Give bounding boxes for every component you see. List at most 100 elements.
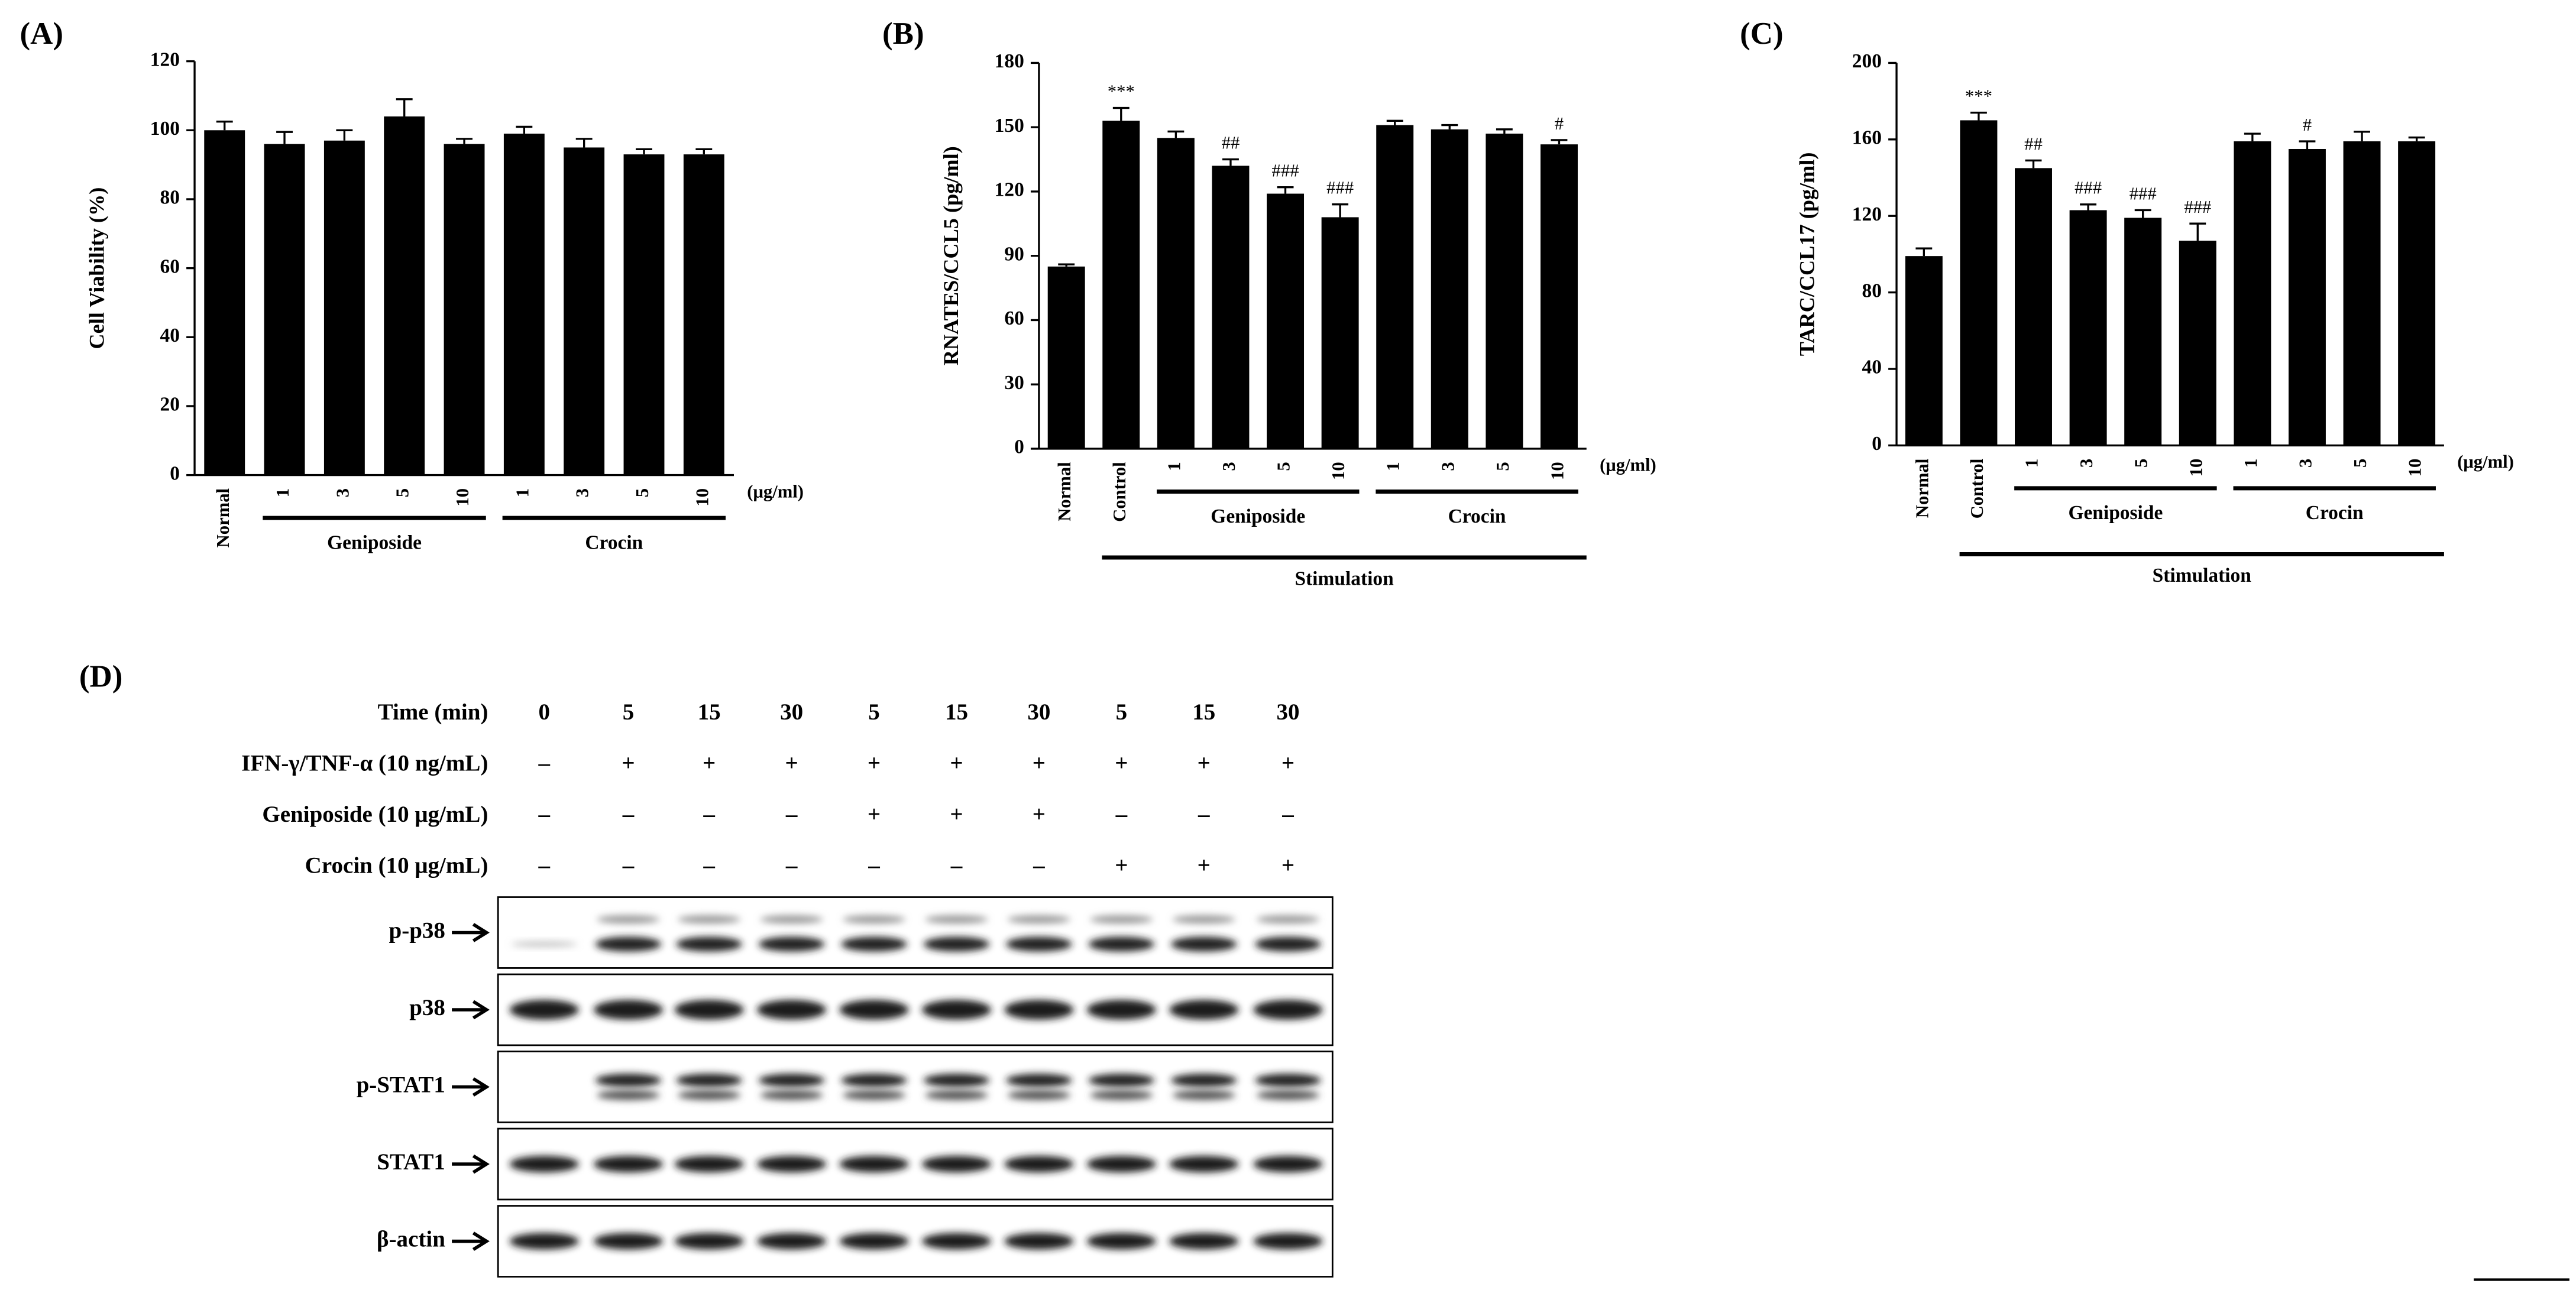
blot-band (921, 1156, 992, 1172)
y-axis-label: Cell Viability (%) (85, 187, 109, 349)
error-bar (2354, 131, 2370, 142)
blot-band (757, 1156, 827, 1172)
condition-label: IFN-γ/TNF-α (10 ng/mL) (241, 750, 488, 776)
y-tick-label: 60 (160, 255, 180, 277)
blot-band (1004, 1000, 1074, 1020)
condition-value: 15 (945, 699, 968, 725)
bar (1431, 129, 1468, 449)
condition-value: – (622, 853, 635, 878)
bar (264, 144, 305, 475)
y-tick-label: 30 (1004, 372, 1024, 394)
blot-band (595, 936, 662, 952)
blot-band (758, 936, 825, 952)
x-tick-label: 5 (2350, 459, 2370, 468)
bar (2015, 168, 2052, 446)
error-bar (456, 138, 473, 144)
y-tick-label: 150 (995, 115, 1024, 137)
group-label: Geniposide (2068, 502, 2163, 524)
condition-value: 5 (868, 699, 880, 725)
blot-band (1004, 1156, 1074, 1172)
bar (623, 154, 665, 475)
condition-value: – (1198, 802, 1210, 827)
significance-marker: ## (2024, 134, 2043, 154)
condition-value: – (1281, 802, 1294, 827)
condition-value: 30 (1276, 699, 1299, 725)
significance-marker: *** (1965, 86, 1992, 106)
x-tick-label: 1 (1383, 462, 1403, 471)
bar (2124, 218, 2162, 446)
bar (2288, 148, 2326, 446)
blot-frame (497, 1051, 1334, 1123)
x-tick-label: 3 (1219, 462, 1239, 471)
blot-band (1004, 1233, 1074, 1250)
x-tick-label: 5 (632, 488, 652, 497)
condition-value: + (622, 750, 635, 776)
y-tick-label: 80 (1862, 280, 1881, 302)
x-unit-label: (μg/ml) (747, 481, 804, 501)
error-bar (1441, 124, 1458, 129)
y-axis-label: RNATES/CCL5 (pg/ml) (939, 146, 963, 365)
y-tick-label: 160 (1852, 127, 1882, 148)
blot-band (1253, 1156, 1323, 1172)
x-tick-label: 1 (512, 488, 532, 497)
blot-band (757, 1000, 827, 1020)
band-arrow (452, 1231, 490, 1251)
condition-value: + (1281, 853, 1295, 878)
error-bar (1970, 111, 1987, 121)
blot-band (921, 1000, 992, 1020)
bar (1267, 193, 1305, 449)
y-axis-label: TARC/CCL17 (pg/ml) (1795, 153, 1819, 356)
group-label: Geniposide (327, 531, 422, 553)
bar (2069, 210, 2107, 446)
blot-band (511, 941, 578, 947)
bar (2343, 141, 2381, 446)
error-bar (575, 138, 593, 148)
y-tick-label: 40 (160, 325, 180, 346)
condition-value: + (703, 750, 716, 776)
blot-band (839, 1156, 909, 1172)
blot-band (841, 936, 907, 952)
y-tick-label: 0 (170, 462, 180, 484)
blot-band (674, 1156, 744, 1172)
blot-band (1253, 1233, 1323, 1250)
blot-band (1088, 936, 1155, 952)
bar (503, 134, 545, 475)
blot-band (1169, 1156, 1239, 1172)
blot-band (1255, 936, 1321, 952)
x-tick-label: 3 (572, 488, 593, 497)
bar (384, 116, 425, 475)
condition-value: + (868, 802, 881, 827)
x-tick-label: 10 (2405, 459, 2425, 477)
blot-band (1086, 1156, 1156, 1172)
blot-band (923, 1074, 990, 1087)
bracket-label: Stimulation (1295, 568, 1394, 590)
bracket-label: Stimulation (2153, 565, 2252, 586)
error-bar (2080, 203, 2097, 210)
blot-band (839, 1000, 909, 1020)
condition-value: + (1198, 853, 1211, 878)
x-tick-label: 1 (2241, 459, 2261, 468)
bar (1540, 144, 1578, 449)
blot-band (1086, 1000, 1156, 1020)
bar (1157, 138, 1195, 449)
condition-value: – (538, 853, 551, 878)
error-bar (1332, 203, 1349, 218)
x-tick-label: 5 (393, 488, 413, 497)
blot-band (593, 1156, 664, 1172)
error-bar (2189, 222, 2206, 241)
bar (1047, 266, 1085, 449)
error-bar (2299, 140, 2316, 149)
blot-band (843, 915, 906, 924)
y-tick-label: 120 (150, 48, 180, 70)
blot-band (678, 915, 741, 924)
blot-band (1006, 936, 1072, 952)
bar (1486, 134, 1523, 449)
x-tick-label: 10 (452, 488, 473, 507)
error-bar (276, 131, 293, 144)
blot-band (757, 1233, 827, 1250)
condition-value: + (1281, 750, 1295, 776)
blot-band (1257, 1090, 1319, 1100)
condition-value: – (1033, 853, 1045, 878)
significance-marker: ## (1222, 132, 1240, 153)
